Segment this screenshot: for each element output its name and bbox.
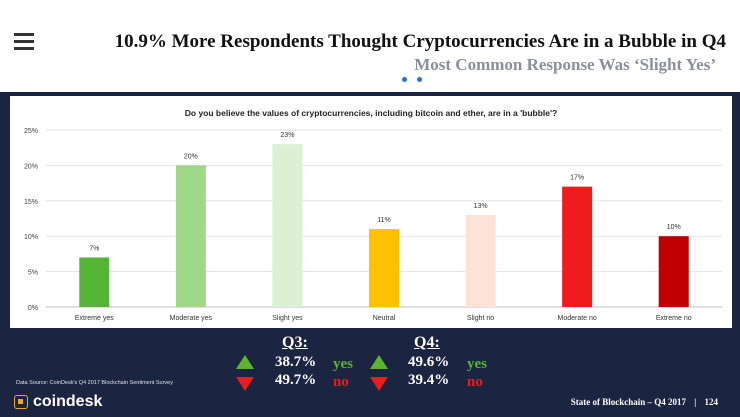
page-number: 124: [704, 397, 719, 407]
slide-header: 10.9% More Respondents Thought Cryptocur…: [0, 0, 740, 92]
x-tick-label: Extreme no: [656, 315, 692, 322]
coindesk-logo[interactable]: coindesk: [14, 393, 102, 411]
up-arrow-icon: [236, 355, 254, 369]
y-tick-label: 15%: [24, 199, 38, 206]
y-tick-label: 20%: [24, 163, 38, 170]
x-tick-label: Extreme yes: [75, 315, 114, 322]
data-label: 11%: [377, 217, 391, 224]
q4-label: Q4:: [414, 334, 440, 351]
y-tick-label: 25%: [24, 128, 38, 135]
q3-label: Q3:: [282, 334, 308, 351]
menu-icon[interactable]: [14, 33, 34, 50]
bar: [562, 186, 593, 307]
down-arrow-icon: [370, 377, 388, 391]
q4-yes-value: 49.6%: [408, 354, 450, 370]
data-label: 7%: [89, 245, 99, 252]
bar: [465, 214, 496, 307]
pager-dot[interactable]: [402, 77, 407, 82]
x-tick-label: Slight yes: [272, 315, 303, 322]
data-label: 20%: [184, 153, 198, 160]
bar-chart: Do you believe the values of cryptocurre…: [24, 108, 722, 322]
down-arrow-icon: [236, 377, 254, 391]
report-name: State of Blockchain – Q4 2017: [570, 397, 687, 407]
slide-title: 10.9% More Respondents Thought Cryptocur…: [114, 31, 726, 52]
x-tick-label: Moderate no: [557, 315, 596, 322]
up-arrow-icon: [370, 355, 388, 369]
q4-yes-label: yes: [467, 356, 487, 372]
bar: [175, 165, 206, 307]
bar: [79, 257, 110, 307]
bar: [369, 229, 399, 307]
q3-no-value: 49.7%: [275, 372, 317, 388]
y-tick-label: 0%: [28, 305, 38, 312]
chart-title: Do you believe the values of cryptocurre…: [185, 108, 557, 118]
comparison-panel: Q3: 38.7% yes 49.7% no Q4: 49.6% yes 39.…: [0, 330, 740, 417]
q3-no-label: no: [333, 374, 349, 390]
slide-subtitle: Most Common Response Was ‘Slight Yes’: [414, 55, 716, 74]
q4-no-value: 39.4%: [408, 372, 450, 388]
y-tick-label: 5%: [28, 270, 38, 277]
bar: [272, 144, 303, 307]
data-source: Data Source: CoinDesk's Q4 2017 Blockcha…: [16, 380, 173, 386]
q3-yes-label: yes: [333, 356, 353, 372]
data-label: 17%: [570, 175, 584, 182]
bar: [658, 236, 689, 307]
q4-no-label: no: [467, 374, 483, 390]
page-info: State of Blockchain – Q4 2017 | 124: [570, 397, 719, 407]
y-tick-label: 10%: [24, 234, 38, 241]
x-tick-label: Neutral: [373, 315, 396, 322]
chart-panel: Do you believe the values of cryptocurre…: [10, 96, 732, 328]
x-tick-label: Moderate yes: [170, 315, 213, 322]
logo-text: coindesk: [33, 393, 103, 410]
data-label: 10%: [667, 224, 681, 231]
data-label: 13%: [474, 203, 488, 210]
data-label: 23%: [280, 132, 294, 139]
coindesk-logo-icon: [14, 395, 28, 409]
pager-dot[interactable]: [417, 77, 422, 82]
x-tick-label: Slight no: [467, 315, 494, 322]
q3-yes-value: 38.7%: [275, 354, 317, 370]
